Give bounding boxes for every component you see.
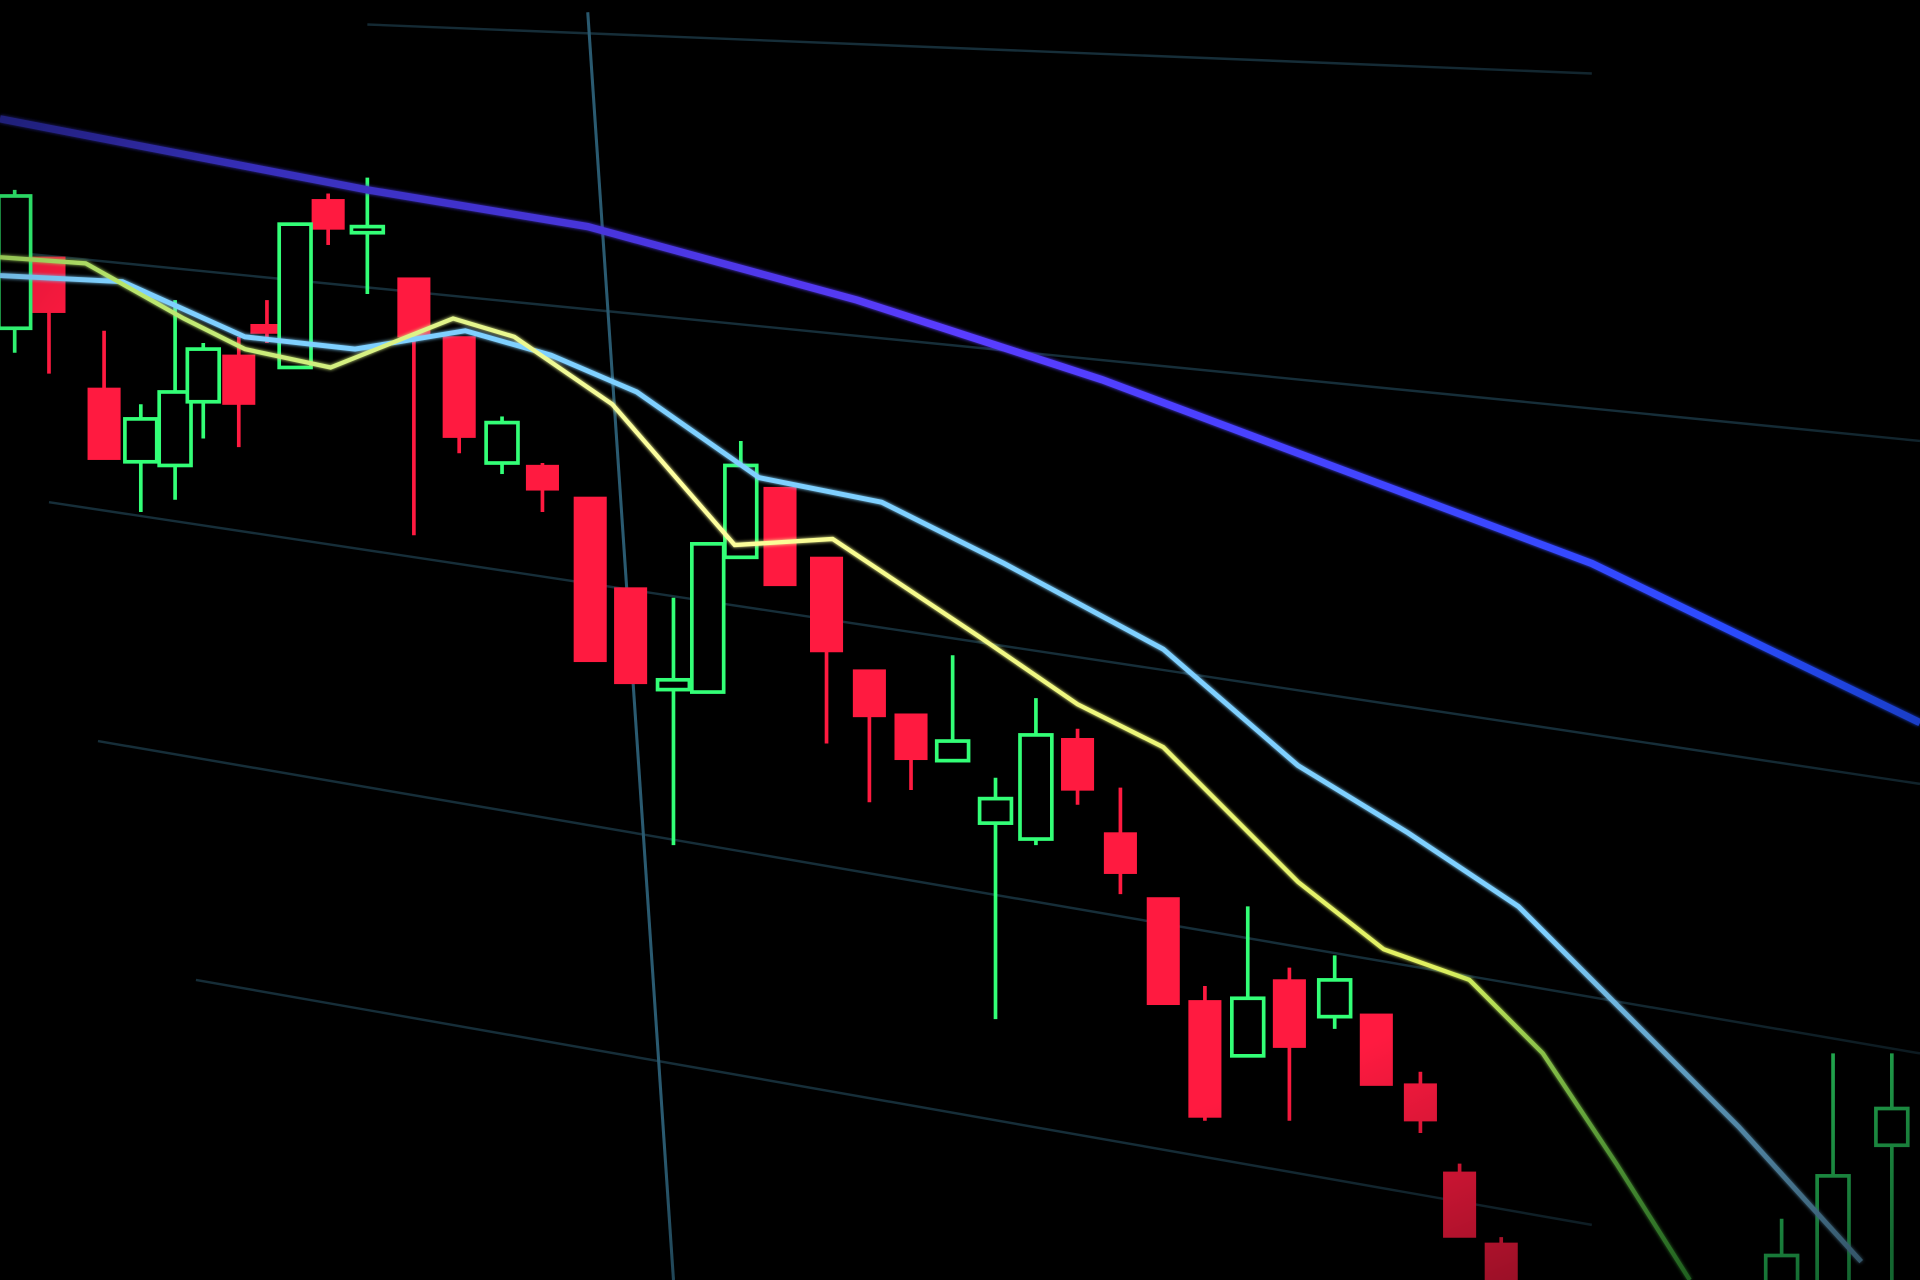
candlestick-chart-photo [0,0,1920,1280]
vignette [0,0,1920,1280]
